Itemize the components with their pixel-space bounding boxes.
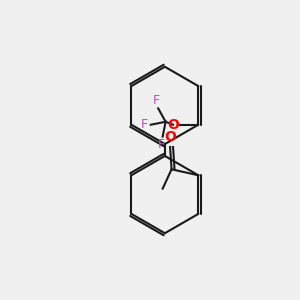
Text: F: F [141, 118, 148, 131]
Text: O: O [167, 118, 179, 132]
Text: F: F [158, 138, 165, 151]
Text: F: F [153, 94, 160, 107]
Text: O: O [164, 130, 176, 144]
